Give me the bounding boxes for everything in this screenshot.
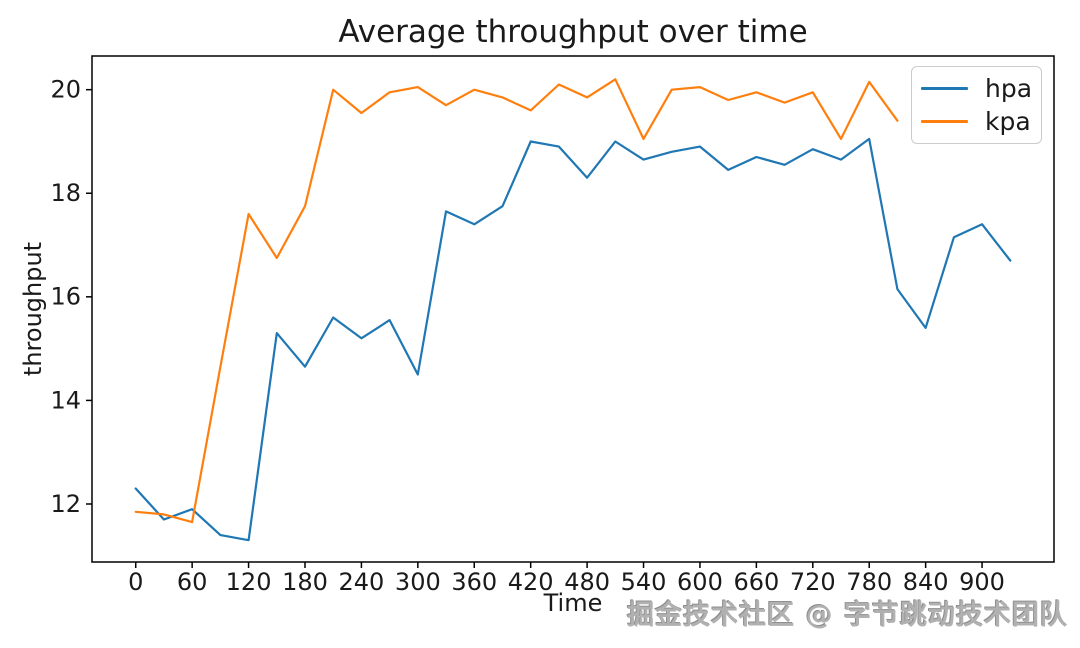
y-tick-label: 14	[50, 386, 81, 414]
chart-title: Average throughput over time	[338, 14, 808, 50]
x-axis-label: Time	[543, 589, 603, 617]
x-tick-label: 900	[959, 568, 1005, 596]
y-tick-label: 16	[50, 283, 81, 311]
x-tick-label: 720	[790, 568, 836, 596]
x-tick-label: 480	[564, 568, 610, 596]
y-axis-label: throughput	[19, 241, 47, 377]
y-tick-label: 20	[50, 76, 81, 104]
x-tick-label: 300	[395, 568, 441, 596]
x-tick-label: 0	[128, 568, 143, 596]
x-tick-label: 840	[903, 568, 949, 596]
y-tick-label: 12	[50, 490, 81, 518]
hpa-line	[134, 137, 1012, 542]
x-tick-label: 360	[451, 568, 497, 596]
legend-item-hpa: hpa	[921, 72, 1032, 105]
kpa-line	[134, 78, 899, 524]
x-tick-label: 60	[177, 568, 208, 596]
x-tick-label: 240	[339, 568, 385, 596]
x-tick-label: 180	[282, 568, 328, 596]
x-tick-label: 780	[846, 568, 892, 596]
x-tick-label: 600	[677, 568, 723, 596]
legend-label-kpa: kpa	[985, 107, 1031, 136]
legend: hpa kpa	[911, 66, 1042, 144]
legend-item-kpa: kpa	[921, 105, 1032, 138]
axes-frame	[91, 55, 1055, 563]
watermark-text: 掘金技术社区 @ 字节跳动技术团队	[627, 600, 1068, 631]
x-tick-label: 540	[621, 568, 667, 596]
legend-swatch-kpa	[921, 120, 968, 123]
x-tick-label: 660	[733, 568, 779, 596]
y-tick-label: 18	[50, 179, 81, 207]
x-tick-label: 420	[508, 568, 554, 596]
x-tick-label: 120	[226, 568, 272, 596]
legend-swatch-hpa	[921, 87, 968, 90]
legend-label-hpa: hpa	[985, 74, 1033, 103]
